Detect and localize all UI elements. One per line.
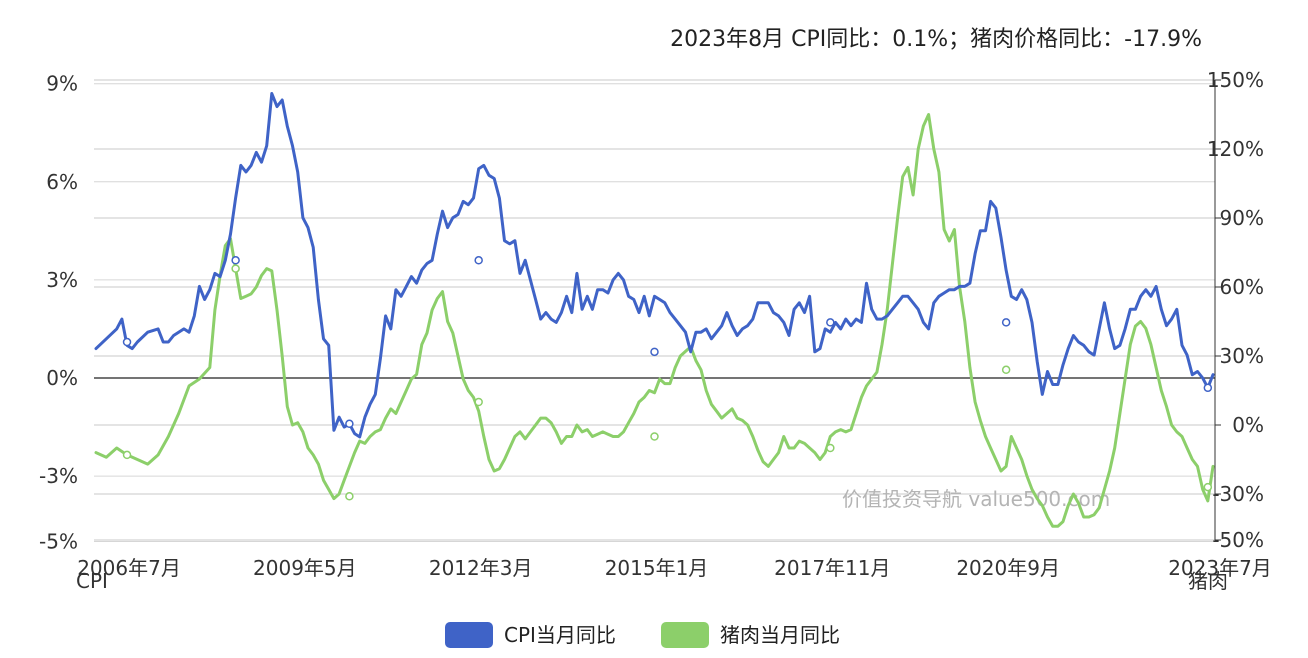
series-point-cpi[interactable] <box>1001 318 1011 327</box>
series-point-pork[interactable] <box>474 397 483 407</box>
left-tick-label: -3% <box>39 464 78 488</box>
left-axis-ticks: 9% 6% 3% 0% -3% -5% <box>39 72 78 554</box>
left-tick-label: 0% <box>46 366 78 390</box>
right-tick-label: 150% <box>1207 68 1264 92</box>
x-tick-label: 2012年3月 <box>429 556 533 580</box>
series-layer <box>94 92 1215 528</box>
series-point-pork[interactable] <box>826 443 835 453</box>
x-tick-label: 2023年7月 <box>1168 556 1272 580</box>
series-point-cpi[interactable] <box>826 318 835 327</box>
legend-item-pork[interactable]: 猪肉当月同比 <box>661 622 840 648</box>
left-tick-label: 3% <box>46 268 78 292</box>
series-point-cpi[interactable] <box>345 419 354 429</box>
series-point-cpi[interactable] <box>231 256 240 265</box>
legend[interactable]: CPI当月同比 猪肉当月同比 <box>445 622 840 648</box>
x-tick-label: 2006年7月 <box>77 556 181 580</box>
series-point-pork[interactable] <box>345 492 354 501</box>
series-line-pork <box>94 113 1215 528</box>
series-point-pork[interactable] <box>1203 482 1213 492</box>
legend-item-cpi[interactable]: CPI当月同比 <box>445 622 616 648</box>
left-tick-label: 6% <box>46 170 78 194</box>
series-point-cpi[interactable] <box>474 256 483 265</box>
series-point-pork[interactable] <box>1001 365 1011 375</box>
right-axis-ticks: 150% 120% 90% 60% 30% 0% -30% -50% <box>1207 68 1264 552</box>
x-tick-label: 2020年9月 <box>956 556 1060 580</box>
x-tick-label: 2017年11月 <box>774 556 890 580</box>
grid-lines <box>94 79 1215 542</box>
right-tick-label: 60% <box>1220 275 1264 299</box>
right-tick-label: 90% <box>1220 206 1264 230</box>
legend-label-cpi: CPI当月同比 <box>504 623 616 647</box>
series-point-pork[interactable] <box>122 450 132 460</box>
x-tick-label: 2015年1月 <box>605 556 709 580</box>
legend-swatch-pork <box>661 622 709 648</box>
right-tick-label: -30% <box>1212 482 1264 506</box>
series-point-pork[interactable] <box>650 432 659 441</box>
left-tick-label: -5% <box>39 530 78 554</box>
legend-swatch-cpi <box>445 622 493 648</box>
right-tick-label: -50% <box>1212 528 1264 552</box>
series-line-cpi <box>94 92 1215 439</box>
series-point-cpi[interactable] <box>122 337 132 347</box>
watermark: 价值投资导航 value500.com <box>842 487 1110 511</box>
chart-title: 2023年8月 CPI同比：0.1%；猪肉价格同比：-17.9% <box>670 27 1202 52</box>
x-axis-ticks: 2006年7月 2009年5月 2012年3月 2015年1月 2017年11月 2020… <box>77 556 1272 580</box>
right-axis-name: 猪肉 <box>1188 569 1228 593</box>
right-tick-label: 120% <box>1207 137 1264 161</box>
right-tick-label: 0% <box>1232 413 1264 437</box>
left-axis-name: CPI <box>76 569 108 593</box>
series-point-pork[interactable] <box>231 264 240 273</box>
legend-label-pork: 猪肉当月同比 <box>720 623 840 647</box>
left-tick-label: 9% <box>46 72 78 96</box>
series-point-cpi[interactable] <box>1203 383 1213 393</box>
x-tick-label: 2009年5月 <box>253 556 357 580</box>
right-tick-label: 30% <box>1220 344 1264 368</box>
series-point-cpi[interactable] <box>650 347 659 357</box>
